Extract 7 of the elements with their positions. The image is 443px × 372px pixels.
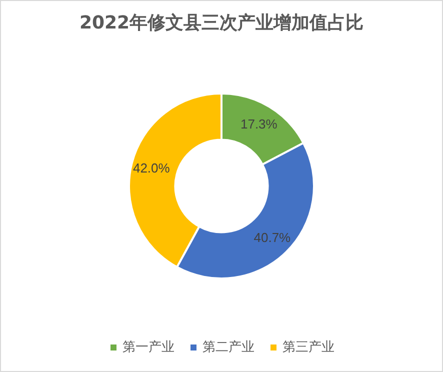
legend-label: 第三产业: [282, 340, 334, 355]
data-label: 17.3%: [240, 116, 278, 132]
legend-label: 第一产业: [122, 340, 174, 355]
data-label: 40.7%: [254, 230, 292, 246]
chart-title: 2022年修文县三次产业增加值占比: [79, 12, 364, 34]
data-label: 42.0%: [132, 160, 170, 176]
legend-label: 第二产业: [202, 340, 254, 355]
